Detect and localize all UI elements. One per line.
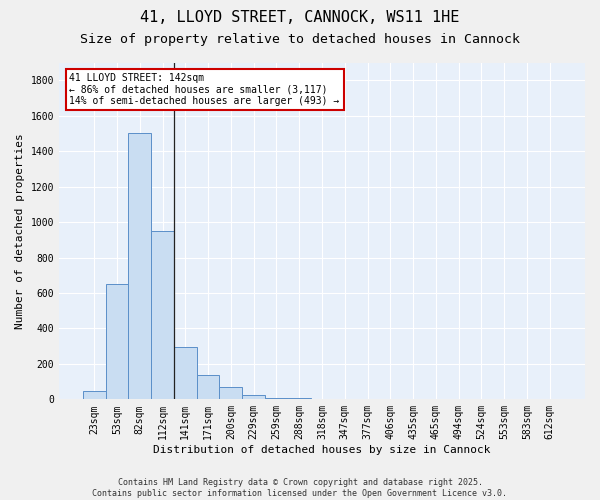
Text: Contains HM Land Registry data © Crown copyright and database right 2025.
Contai: Contains HM Land Registry data © Crown c… xyxy=(92,478,508,498)
Text: 41, LLOYD STREET, CANNOCK, WS11 1HE: 41, LLOYD STREET, CANNOCK, WS11 1HE xyxy=(140,10,460,25)
Bar xyxy=(220,387,242,400)
Bar xyxy=(128,134,151,400)
Bar xyxy=(197,376,220,400)
Text: 41 LLOYD STREET: 142sqm
← 86% of detached houses are smaller (3,117)
14% of semi: 41 LLOYD STREET: 142sqm ← 86% of detache… xyxy=(70,72,340,106)
Bar xyxy=(151,231,174,400)
Bar xyxy=(174,347,197,400)
Bar xyxy=(106,284,128,400)
Bar xyxy=(242,396,265,400)
Bar xyxy=(288,398,311,400)
Bar xyxy=(83,392,106,400)
Text: Size of property relative to detached houses in Cannock: Size of property relative to detached ho… xyxy=(80,32,520,46)
X-axis label: Distribution of detached houses by size in Cannock: Distribution of detached houses by size … xyxy=(153,445,491,455)
Y-axis label: Number of detached properties: Number of detached properties xyxy=(15,133,25,329)
Bar xyxy=(265,398,288,400)
Bar xyxy=(311,399,334,400)
